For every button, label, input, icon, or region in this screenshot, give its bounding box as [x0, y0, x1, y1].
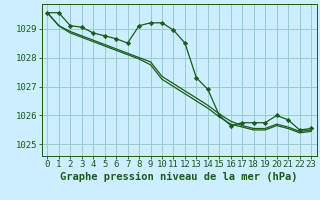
X-axis label: Graphe pression niveau de la mer (hPa): Graphe pression niveau de la mer (hPa) — [60, 172, 298, 182]
